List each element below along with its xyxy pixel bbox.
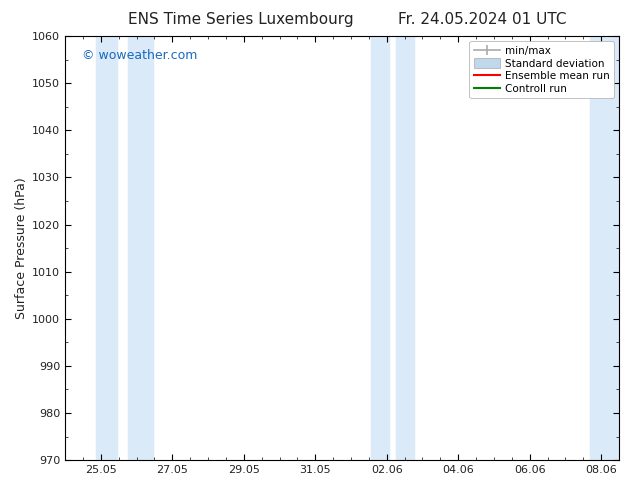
Bar [127,36,153,460]
Text: Fr. 24.05.2024 01 UTC: Fr. 24.05.2024 01 UTC [398,12,566,27]
Bar [371,36,389,460]
Legend: min/max, Standard deviation, Ensemble mean run, Controll run: min/max, Standard deviation, Ensemble me… [469,41,614,98]
Bar [396,36,413,460]
Text: © woweather.com: © woweather.com [82,49,197,62]
Text: ENS Time Series Luxembourg: ENS Time Series Luxembourg [128,12,354,27]
Bar [96,36,117,460]
Y-axis label: Surface Pressure (hPa): Surface Pressure (hPa) [15,177,28,319]
Bar [590,36,621,460]
